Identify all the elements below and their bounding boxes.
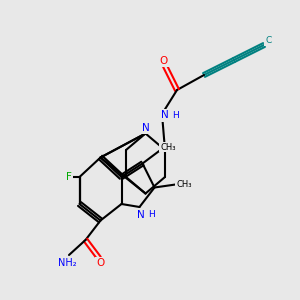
Text: CH₃: CH₃: [160, 142, 176, 152]
Text: O: O: [96, 258, 105, 268]
Text: CH₃: CH₃: [176, 180, 192, 189]
Text: O: O: [159, 56, 168, 66]
Text: H: H: [148, 210, 155, 219]
Text: F: F: [66, 172, 72, 182]
Text: C: C: [266, 36, 272, 45]
Text: H: H: [172, 111, 179, 120]
Text: N: N: [137, 209, 145, 220]
Text: NH₂: NH₂: [58, 257, 77, 268]
Text: N: N: [142, 123, 149, 133]
Text: N: N: [161, 110, 169, 121]
